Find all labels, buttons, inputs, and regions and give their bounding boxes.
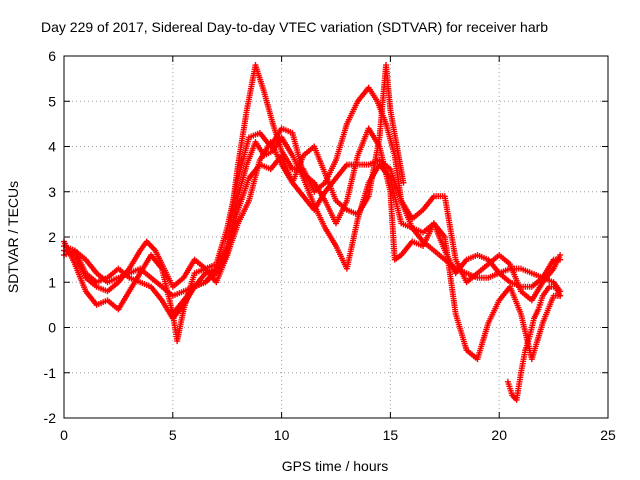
x-tick-label: 15 xyxy=(383,427,399,443)
data-layer xyxy=(61,62,564,403)
x-axis-label: GPS time / hours xyxy=(282,458,389,474)
x-tick-label: 5 xyxy=(169,427,177,443)
data-point-marker xyxy=(400,179,407,186)
y-tick-label: 4 xyxy=(48,139,56,155)
y-tick-label: 2 xyxy=(48,229,56,245)
y-axis-label: SDTVAR / TECUs xyxy=(5,181,21,293)
series-day-6 xyxy=(504,283,564,403)
grid-layer xyxy=(64,56,608,418)
y-tick-label: 5 xyxy=(48,93,56,109)
y-tick-label: -1 xyxy=(44,365,57,381)
y-tick-label: 3 xyxy=(48,184,56,200)
series-day-5 xyxy=(169,62,407,317)
series-day-4 xyxy=(61,125,564,363)
y-tick-label: 6 xyxy=(48,48,56,64)
y-tick-label: -2 xyxy=(44,410,57,426)
x-tick-label: 20 xyxy=(491,427,507,443)
y-tick-label: 0 xyxy=(48,320,56,336)
tick-layer: 0 5 10 15 20 25 -2 -1 0 1 2 3 4 5 6 xyxy=(44,48,616,443)
x-tick-label: 10 xyxy=(274,427,290,443)
x-tick-label: 0 xyxy=(60,427,68,443)
data-point-marker xyxy=(557,292,564,299)
x-tick-label: 25 xyxy=(600,427,616,443)
chart-title: Day 229 of 2017, Sidereal Day-to-day VTE… xyxy=(41,19,548,35)
data-point-marker xyxy=(557,252,564,259)
y-tick-label: 1 xyxy=(48,274,56,290)
